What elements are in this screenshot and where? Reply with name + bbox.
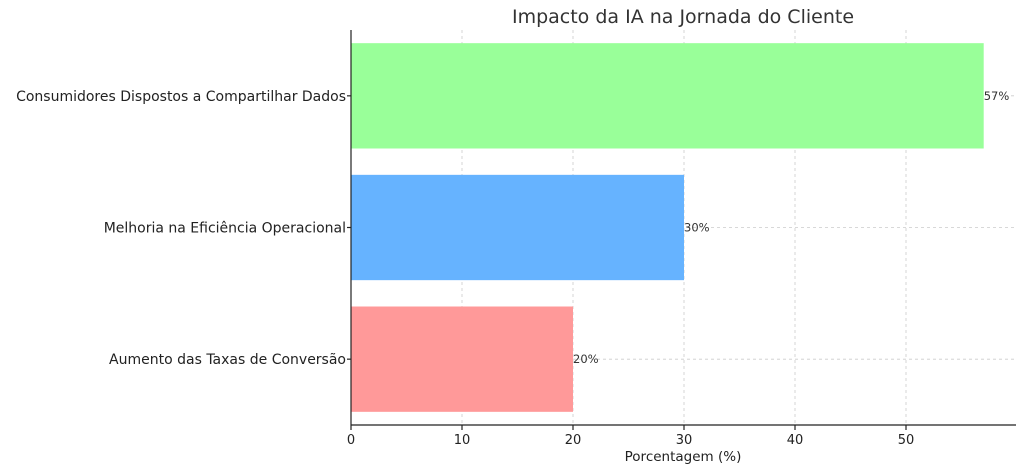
- y-category-labels: Consumidores Dispostos a Compartilhar Da…: [16, 89, 346, 368]
- data-label: 20%: [573, 352, 599, 366]
- chart-title: Impacto da IA na Jornada do Cliente: [512, 6, 854, 28]
- category-label: Melhoria na Eficiência Operacional: [104, 221, 346, 237]
- data-label: 57%: [984, 89, 1010, 103]
- x-tick-label: 50: [898, 433, 915, 448]
- x-tick-label: 20: [565, 433, 582, 448]
- bar: [351, 306, 573, 412]
- x-tick-label: 30: [676, 433, 693, 448]
- x-tick-label: 0: [347, 433, 355, 448]
- data-label: 30%: [684, 221, 710, 235]
- bars: 57% 30% 20%: [351, 43, 1009, 412]
- bar: [351, 43, 984, 149]
- x-axis-label: Porcentagem (%): [625, 449, 742, 465]
- x-tick-label: 40: [787, 433, 804, 448]
- x-tick-label: 10: [454, 433, 471, 448]
- category-label: Consumidores Dispostos a Compartilhar Da…: [16, 89, 346, 105]
- bar: [351, 174, 684, 281]
- category-label: Aumento das Taxas de Conversão: [109, 352, 346, 368]
- x-ticks: 0 10 20 30 40 50: [347, 95, 915, 448]
